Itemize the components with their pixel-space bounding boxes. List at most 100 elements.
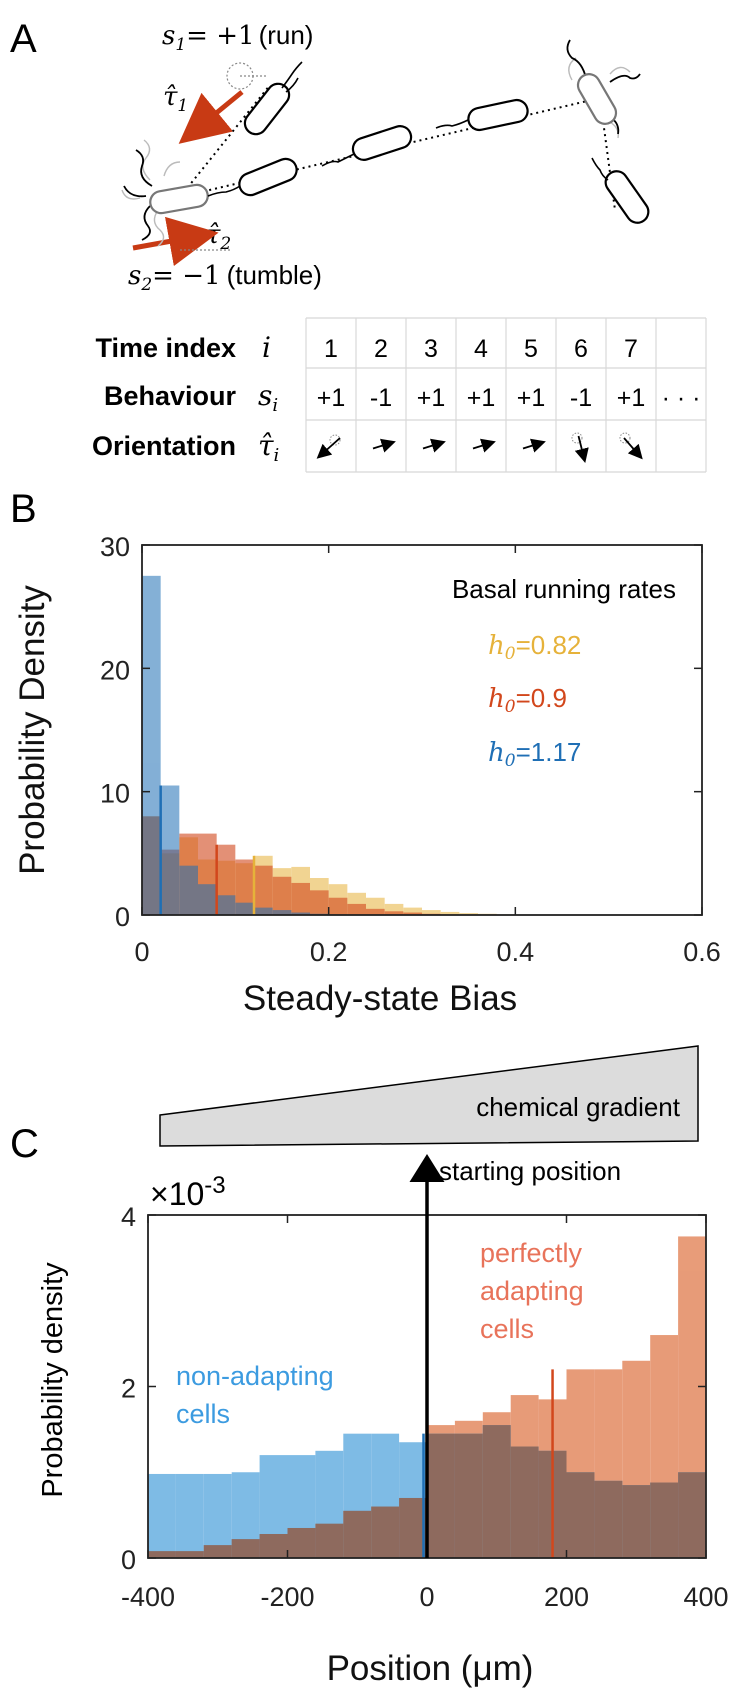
chart-b-ylabel: Probability Density [13,585,52,875]
tau1-arrow [178,90,244,144]
orientation-tumble-down-icon [571,432,589,463]
overlap-bar [175,1551,204,1558]
x-tick-label: -400 [121,1582,175,1612]
histogram-bar [403,907,422,915]
time-index-cell: 5 [524,335,538,363]
overlap-bar [594,1480,623,1558]
row-symbol-tau: τ̂i [258,429,279,466]
behaviour-cell: +1 [317,384,346,412]
orientation-run-right-icon [422,438,446,453]
starting-position-label: starting position [439,1156,621,1186]
histogram-bar [291,882,310,915]
y-tick-label: 0 [115,902,130,932]
overlap-bar [650,1482,679,1558]
run-label: s1= +1 (run) [162,20,313,55]
histogram-bar [148,1473,176,1558]
row-symbol-s: si [258,379,278,416]
panel-b-letter: B [10,487,37,531]
overlap-bar [315,1523,344,1558]
histogram-bar [403,912,422,915]
time-index-cell: 2 [374,335,388,363]
histogram-bar [198,884,217,915]
adapting-label-line1: perfectly [480,1238,583,1268]
bacterium-run-1 [243,61,303,136]
bias-histogram: 0 0.2 0.4 0.6 0 10 20 30 [100,532,721,967]
non-adapting-label-line2: cells [176,1399,230,1429]
orientation-arrow [422,438,446,453]
row-header-time-index: Time index [95,333,236,363]
time-index-cell: 1 [324,335,338,363]
histogram-bar [160,785,180,915]
histogram-bar [254,907,273,915]
overlap-bar [148,1551,176,1558]
behaviour-cell: +1 [467,384,496,412]
legend-entry-082: h0=0.82 [488,630,581,664]
chemical-gradient-wedge [159,1045,699,1147]
histogram-bar [235,902,254,915]
time-index-cell: 7 [624,335,638,363]
time-index-cell: 4 [474,335,488,363]
y-tick-label: 30 [100,532,130,562]
histogram-bar [175,1473,204,1558]
histogram-bar [272,876,292,915]
tumble-circle [329,434,341,446]
overlap-bar [454,1433,483,1558]
y-exponent: ×10-3 [150,1172,226,1212]
histogram-bar [459,913,478,915]
chart-b-xlabel: Steady-state Bias [243,979,517,1018]
overlap-bar [482,1425,511,1558]
tau2-label: τ̂2 [206,220,231,254]
x-tick-label: 0.4 [497,937,535,967]
histogram-bar [366,908,385,915]
time-index-cell: 3 [424,335,438,363]
histogram-bar [142,575,161,915]
orientation-arrow [522,438,546,453]
histogram-bar [203,1473,232,1558]
gradient-label: chemical gradient [476,1092,681,1122]
histogram-bar [347,903,366,915]
histogram-bar [440,911,460,915]
panel-a-letter: A [10,17,37,61]
orientation-run-down-left-icon [316,434,341,459]
behaviour-cell: -1 [370,384,392,412]
x-tick-label: 0.2 [310,937,348,967]
behaviour-cell: +1 [617,384,646,412]
panel-c-letter: C [10,1122,39,1166]
bacterium-run-2 [207,157,298,197]
y-tick-label: 2 [121,1374,136,1404]
histogram-bar [328,897,348,915]
axes-frame [141,544,703,916]
orientation-arrow [316,437,341,459]
row-header-behaviour: Behaviour [104,381,237,411]
overlap-bar [371,1506,400,1558]
histogram-bar [291,912,310,915]
x-tick-label: 400 [683,1582,728,1612]
row-symbol-i: i [262,331,271,364]
non-adapting-label-line1: non-adapting [176,1361,334,1391]
tau1-label: τ̂1 [163,82,188,116]
orientation-run-right-icon [372,438,396,453]
series-h0=1.17 [142,575,366,915]
x-tick-label: 0 [419,1582,434,1612]
histogram-bar [216,895,236,915]
orientation-arrow [574,435,589,463]
overlap-bar [622,1485,651,1558]
bacterium-run-3 [321,125,413,167]
overlap-bar [231,1539,260,1558]
histogram-bar [254,865,273,915]
overlap-bar [678,1472,706,1558]
legend-title: Basal running rates [452,574,676,604]
bacterium-tumble-1 [121,139,209,247]
adapting-label-line3: cells [480,1314,534,1344]
overlap-bar [510,1446,539,1558]
y-tick-label: 4 [121,1202,136,1232]
orientation-run-right-icon [522,438,546,453]
behaviour-cell: -1 [570,384,592,412]
orientation-arrow [623,437,643,460]
overlap-bar [427,1433,455,1558]
legend-entry-117: h0=1.17 [488,737,581,771]
tau2-arrow [132,216,219,267]
tumble-label: s2= −1 (tumble) [128,260,322,295]
overlap-bar [566,1472,595,1558]
overlap-bar [343,1510,372,1558]
